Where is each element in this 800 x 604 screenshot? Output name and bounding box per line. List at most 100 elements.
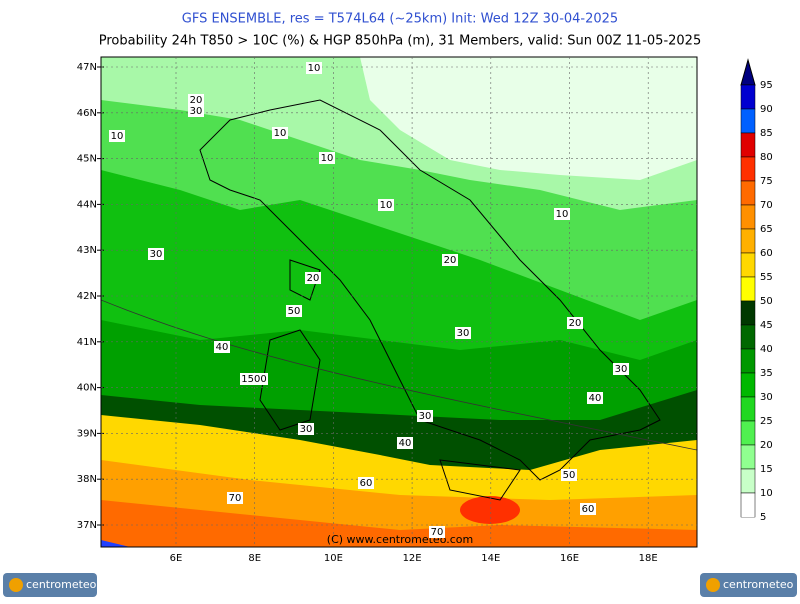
contour-label-bg [567,317,583,329]
logo-text: centrometeo [26,578,97,591]
contour-label: 10 [380,200,393,211]
contour-label-bg [227,492,243,504]
lon-label: 18E [639,553,658,564]
colorbar-tail [741,513,755,517]
contour-label-bg [378,199,394,211]
contour-label: 70 [229,493,242,504]
contour-label: 70 [431,527,444,538]
colorbar-swatch [740,396,756,422]
lat-label: 38N [77,474,97,485]
copyright: (C) www.centrometeo.com [327,533,473,546]
contour-label-bg [587,392,603,404]
colorbar-label: 50 [760,296,773,307]
colorbar-label: 35 [760,368,773,379]
contour-label-bg [561,469,577,481]
contour-label-bg [188,105,204,117]
colorbar-swatch [740,228,756,254]
colorbar-arrow [740,58,756,86]
colorbar-label: 85 [760,128,773,139]
contour-label-bg [417,410,433,422]
contour-label-bg [305,272,321,284]
colorbar-label: 75 [760,176,773,187]
colorbar-swatch [740,324,756,350]
contour-label: 60 [582,504,595,515]
field [101,320,697,420]
colorbar-swatch [740,444,756,470]
contour-label-bg [188,94,204,106]
contour-label: 30 [300,424,313,435]
logo: centrometeo centrometeo [3,573,797,597]
height-contour [101,299,697,451]
colorbar-label: 65 [760,224,773,235]
colorbar-swatch [740,108,756,134]
colorbar-label: 5 [760,512,766,523]
contour-label: 40 [216,342,229,353]
field [101,500,697,547]
contour-label-bg [580,503,596,515]
colorbar-label: 55 [760,272,773,283]
contour-label-bg [613,363,629,375]
lat-label: 41N [77,337,97,348]
map-frame [100,56,698,548]
contour-label: 10 [321,153,334,164]
contour-label-bg [442,254,458,266]
contour-label: 10 [556,209,569,220]
contour-label: 20 [569,318,582,329]
contour-label: 30 [190,106,203,117]
contour-label-bg [455,327,471,339]
title: GFS ENSEMBLE, res = T574L64 (~25km) Init… [182,12,618,27]
contour-label-bg [272,127,288,139]
colorbar-label: 80 [760,152,773,163]
contour-label: 30 [150,249,163,260]
contour-label: 10 [274,128,287,139]
contour-label-bg [298,423,314,435]
contour-label: 1500 [241,374,266,385]
contour-label: 20 [307,273,320,284]
lon-label: 6E [170,553,183,564]
contour-label: 40 [589,393,602,404]
contour-label: 10 [308,63,321,74]
colorbar-swatch [740,420,756,446]
map-fields [100,56,698,548]
contour-label: 60 [360,478,373,489]
colorbar-label: 20 [760,440,773,451]
field [360,57,697,180]
colorbar-label: 25 [760,416,773,427]
contour-label-bg [554,208,570,220]
lat-label: 42N [77,291,97,302]
contour-label: 30 [615,364,628,375]
colorbar-swatch [740,276,756,302]
contour-label: 20 [190,95,203,106]
contour-label-bg [397,437,413,449]
colorbar-swatch [740,252,756,278]
contour-label: 30 [419,411,432,422]
lat-label: 47N [77,62,97,73]
lat-label: 46N [77,108,97,119]
logo-icon [706,578,720,592]
contour-label: 20 [444,255,457,266]
lon-label: 16E [560,553,579,564]
lat-label: 45N [77,154,97,165]
colorbar-label: 60 [760,248,773,259]
logo-icon [9,578,23,592]
field [460,496,520,524]
coastline [199,99,661,481]
contour-label-bg [148,248,164,260]
lon-label: 10E [324,553,343,564]
colorbar-swatch [740,468,756,494]
colorbar: 95 90 85 80 75 70 65 60 55 50 45 40 35 30 25 20 15 10 5 [740,58,773,523]
colorbar-label: 90 [760,104,773,115]
colorbar-label: 10 [760,488,773,499]
lon-label: 12E [403,553,422,564]
lat-label: 44N [77,199,97,210]
logo-box [3,573,97,597]
lat-label: 37N [77,520,97,531]
colorbar-swatch [740,132,756,158]
lon-label: 8E [248,553,261,564]
contour-label: 10 [111,131,124,142]
colorbar-swatch [740,180,756,206]
colorbar-swatch [740,84,756,110]
lat-label: 39N [77,428,97,439]
contour-label: 30 [457,328,470,339]
